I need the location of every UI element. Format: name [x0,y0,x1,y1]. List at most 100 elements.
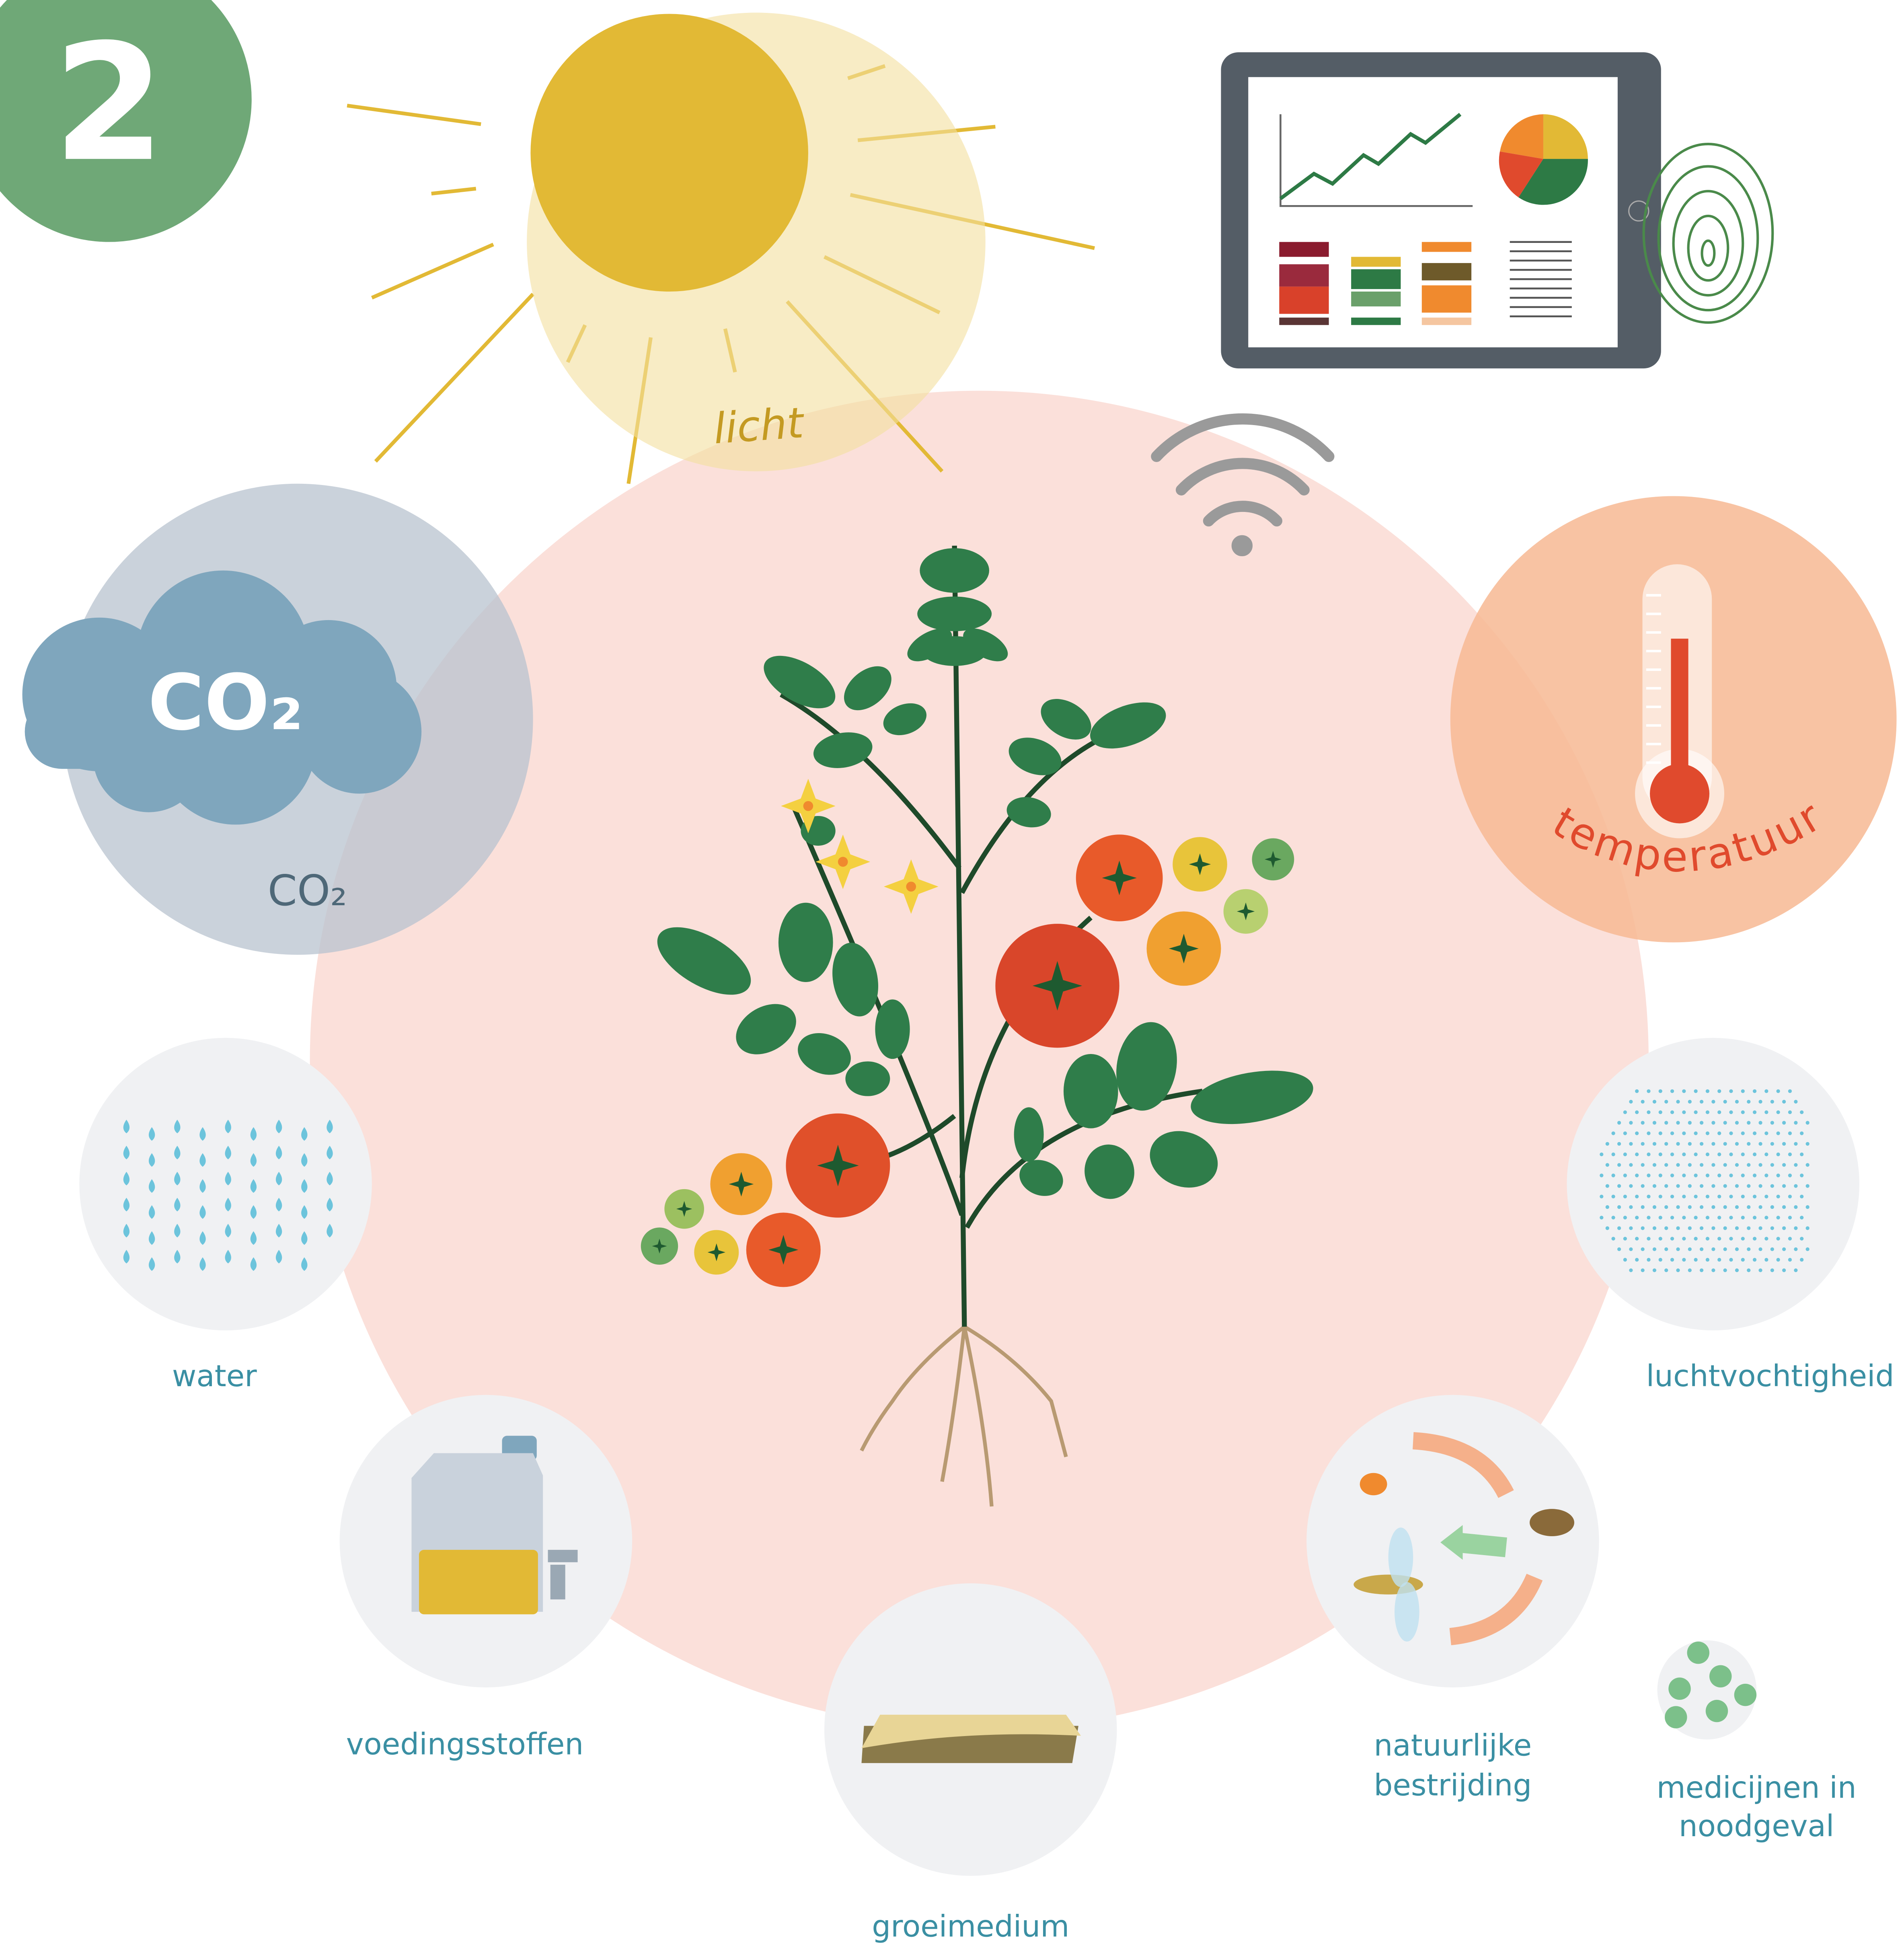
mist-dot [1682,1216,1686,1219]
mist-dot [1741,1237,1745,1241]
mist-dot [1629,1184,1633,1188]
mist-dot [1623,1110,1627,1114]
mist-dot [1700,1100,1703,1103]
mist-dot [1700,1163,1703,1167]
mist-dot [1764,1153,1768,1156]
mist-dot [1782,1184,1786,1188]
mist-dot [1688,1121,1692,1124]
mist-dot [1629,1163,1633,1167]
mist-dot [1776,1153,1780,1156]
water-circle [79,1038,372,1331]
mist-dot [1723,1163,1727,1167]
mist-dot [1717,1089,1721,1093]
mist-dot [1735,1184,1739,1188]
mist-dot [1788,1132,1792,1135]
mist-dot [1682,1258,1686,1262]
mist-dot [1770,1205,1774,1209]
mist-dot [1641,1163,1645,1167]
mist-dot [1629,1205,1633,1209]
mist-dot [1753,1173,1756,1177]
mist-dot [1806,1247,1810,1251]
mist-dot [1717,1237,1721,1241]
mist-dot [1682,1237,1686,1241]
mist-dot [1670,1258,1674,1262]
mist-dot [1758,1184,1762,1188]
mist-dot [1617,1184,1621,1188]
mist-dot [1617,1142,1621,1146]
mist-dot [1782,1226,1786,1230]
mist-dot [1659,1110,1662,1114]
mist-dot [1758,1268,1762,1272]
mist-dot [1670,1173,1674,1177]
mist-dot [1770,1226,1774,1230]
mist-dot [1782,1247,1786,1251]
mist-dot [1682,1089,1686,1093]
mist-dot [1659,1153,1662,1156]
mist-dot [1670,1195,1674,1198]
mist-dot [1641,1226,1645,1230]
co2-icon-text: CO₂ [148,658,303,748]
mist-dot [1770,1247,1774,1251]
mist-dot [1694,1237,1697,1241]
mist-dot [1635,1258,1639,1262]
mist-dot [1694,1153,1697,1156]
mist-dot [1664,1163,1668,1167]
mist-dot [1664,1184,1668,1188]
mist-dot [1800,1110,1803,1114]
mist-dot [1776,1216,1780,1219]
mist-dot [1711,1247,1715,1251]
mist-dot [1770,1163,1774,1167]
leaf [875,999,910,1059]
water-label: water [172,1359,257,1393]
mist-dot [1711,1226,1715,1230]
mist-dot [1606,1163,1609,1167]
mist-dot [1717,1216,1721,1219]
mist-dot [1623,1216,1627,1219]
mist-dot [1723,1100,1727,1103]
mist-dot [1800,1173,1803,1177]
sun [530,14,808,292]
mist-dot [1782,1100,1786,1103]
mist-dot [1741,1258,1745,1262]
mist-dot [1617,1226,1621,1230]
mist-dot [1664,1142,1668,1146]
mist-dot [1747,1121,1750,1124]
mist-dot [1764,1195,1768,1198]
mist-dot [1794,1247,1797,1251]
mist-dot [1700,1184,1703,1188]
mist-dot [1617,1247,1621,1251]
mist-dot [1600,1216,1603,1219]
mist-dot [1623,1258,1627,1262]
mist-dot [1653,1142,1656,1146]
mist-dot [1711,1184,1715,1188]
mist-dot [1794,1268,1797,1272]
mist-dot [1729,1173,1733,1177]
mist-dot [1770,1142,1774,1146]
mist-dot [1800,1258,1803,1262]
mist-dot [1747,1268,1750,1272]
mist-dot [1647,1195,1650,1198]
mist-dot [1688,1268,1692,1272]
mist-dot [1653,1205,1656,1209]
mist-dot [1641,1100,1645,1103]
mist-dot [1723,1142,1727,1146]
mist-dot [1653,1247,1656,1251]
humidity-label: luchtvochtigheid [1646,1359,1894,1393]
mist-dot [1735,1247,1739,1251]
mist-dot [1806,1184,1810,1188]
mist-dot [1747,1247,1750,1251]
mist-dot [1688,1205,1692,1209]
mist-dot [1611,1195,1615,1198]
mist-dot [1770,1121,1774,1124]
mist-dot [1694,1132,1697,1135]
mist-dot [1747,1205,1750,1209]
mist-dot [1776,1173,1780,1177]
mist-dot [1664,1205,1668,1209]
mist-dot [1659,1195,1662,1198]
mist-dot [1800,1153,1803,1156]
mist-dot [1688,1184,1692,1188]
mist-dot [1782,1142,1786,1146]
biocontrol-label-1: natuurlijke [1374,1728,1532,1763]
mist-dot [1747,1226,1750,1230]
mist-dot [1664,1121,1668,1124]
